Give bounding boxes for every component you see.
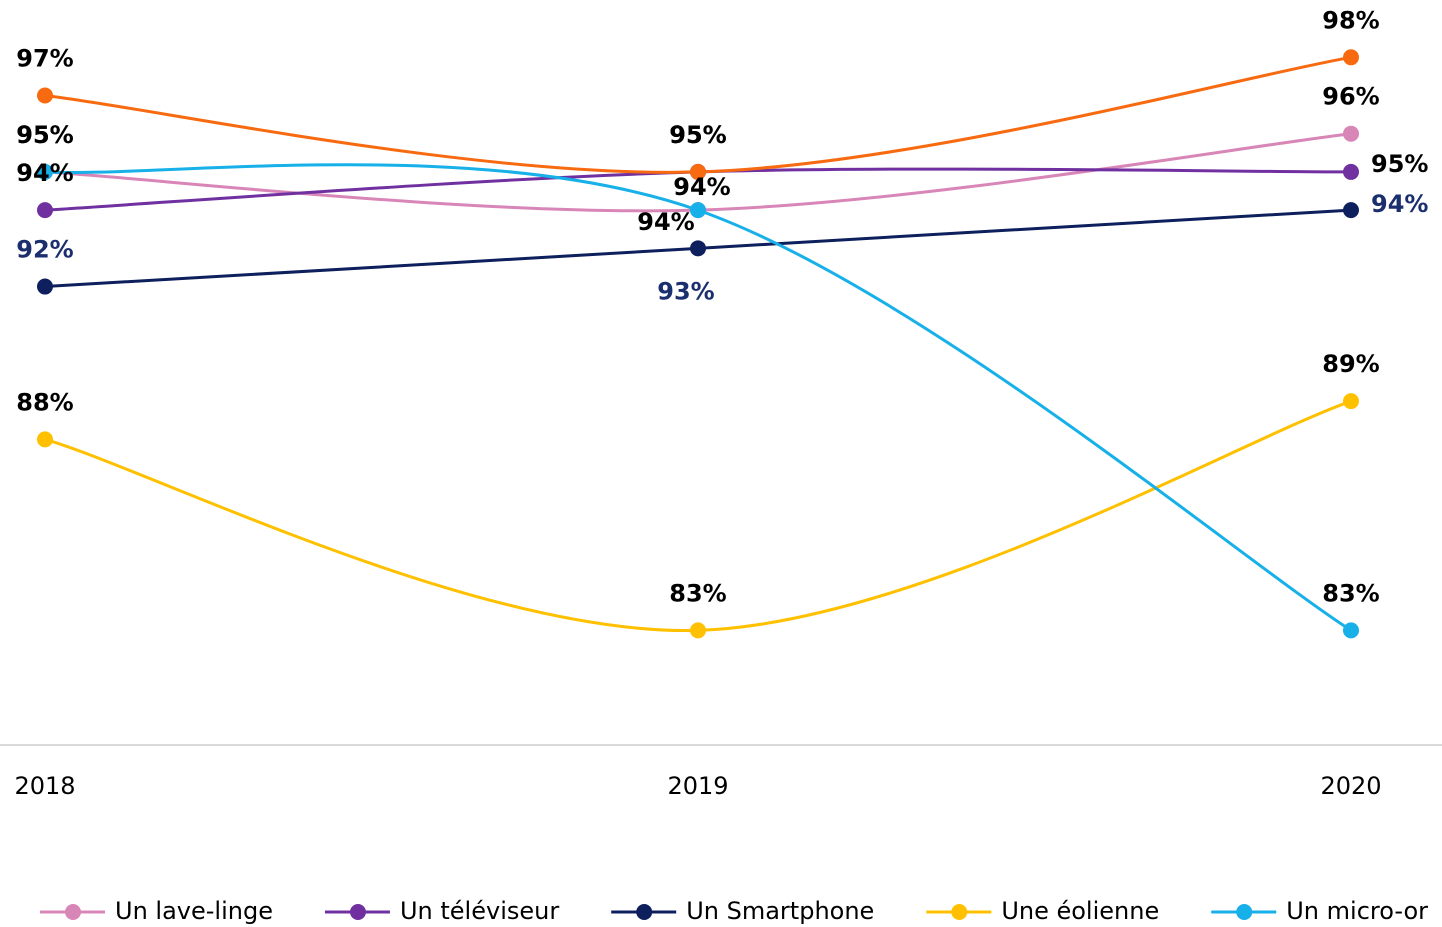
legend-label: Une éolienne	[1001, 897, 1159, 925]
data-label: 95%	[669, 121, 726, 149]
data-label: 95%	[669, 121, 726, 149]
data-point	[690, 163, 706, 180]
legend-marker	[636, 904, 653, 920]
data-label: 94%	[16, 159, 73, 187]
legend-label: Un lave-linge	[115, 897, 273, 925]
legend-marker	[349, 904, 366, 920]
x-tick-label: 2019	[667, 772, 728, 800]
legend-label: Un Smartphone	[686, 897, 874, 925]
data-label: 98%	[1322, 6, 1379, 34]
data-point	[37, 278, 53, 295]
series-line	[44, 55, 1352, 174]
series-line	[44, 163, 1352, 632]
data-point	[37, 202, 53, 219]
data-point	[1343, 125, 1359, 142]
data-point	[690, 202, 706, 219]
data-point	[690, 240, 706, 257]
data-point	[1343, 49, 1359, 66]
data-label: 95%	[16, 121, 73, 149]
data-label: 89%	[1322, 350, 1379, 378]
data-label: 88%	[16, 388, 73, 416]
data-label: 92%	[16, 236, 73, 264]
x-tick-label: 2018	[14, 772, 75, 800]
data-label: 93%	[657, 277, 714, 305]
legend-marker	[1236, 904, 1253, 920]
data-point	[1343, 202, 1359, 219]
data-point	[37, 431, 53, 448]
x-tick-label: 2020	[1320, 772, 1381, 800]
data-point	[37, 163, 53, 180]
data-point	[1343, 393, 1359, 410]
data-label: 83%	[1322, 579, 1379, 607]
data-label: 97%	[16, 45, 73, 73]
data-label: 83%	[669, 579, 726, 607]
data-point	[1343, 622, 1359, 639]
legend-label: Un téléviseur	[400, 897, 559, 925]
data-point	[690, 622, 706, 639]
legend-marker	[951, 904, 968, 920]
legend-label: Un micro-or	[1286, 897, 1428, 925]
legend-marker	[65, 904, 81, 920]
data-label: 94%	[637, 208, 694, 236]
data-label: 95%	[1371, 150, 1428, 178]
data-label: 95%	[16, 121, 73, 149]
data-point	[37, 87, 53, 104]
data-label: 94%	[1371, 190, 1428, 218]
data-point	[1343, 163, 1359, 180]
data-label: 96%	[1322, 83, 1379, 111]
data-label: 94%	[673, 173, 730, 201]
